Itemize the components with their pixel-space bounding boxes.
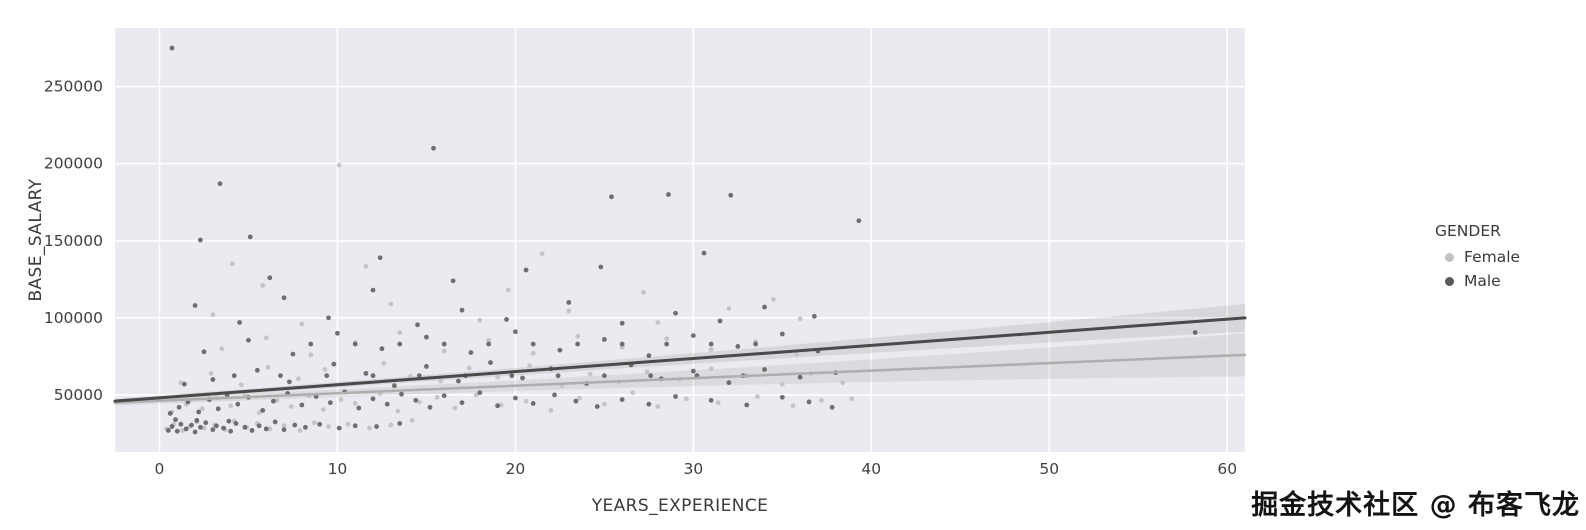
svg-text:40: 40 — [861, 460, 881, 478]
legend-entry-label: Male — [1464, 272, 1501, 290]
female-marker-icon — [1445, 252, 1454, 262]
svg-text:0: 0 — [155, 460, 165, 478]
legend: GENDER Female Male — [1435, 222, 1520, 296]
svg-text:30: 30 — [683, 460, 703, 478]
male-marker-icon — [1445, 276, 1454, 286]
svg-text:200000: 200000 — [44, 155, 103, 173]
svg-text:10: 10 — [328, 460, 348, 478]
svg-text:100000: 100000 — [44, 309, 103, 327]
x-axis-label: YEARS_EXPERIENCE — [591, 496, 769, 516]
svg-text:250000: 250000 — [44, 78, 103, 96]
svg-text:150000: 150000 — [44, 232, 103, 250]
legend-entry-label: Female — [1464, 248, 1521, 266]
svg-text:50000: 50000 — [54, 386, 103, 404]
svg-text:50: 50 — [1039, 460, 1059, 478]
legend-title: GENDER — [1435, 222, 1501, 240]
watermark-text: 掘金技术社区 @ 布客飞龙 — [1251, 490, 1580, 521]
legend-entry-male: Male — [1445, 272, 1520, 290]
svg-text:20: 20 — [506, 460, 526, 478]
y-axis-label: BASE_SALARY — [26, 178, 46, 302]
legend-entry-female: Female — [1445, 248, 1520, 266]
svg-text:60: 60 — [1217, 460, 1237, 478]
